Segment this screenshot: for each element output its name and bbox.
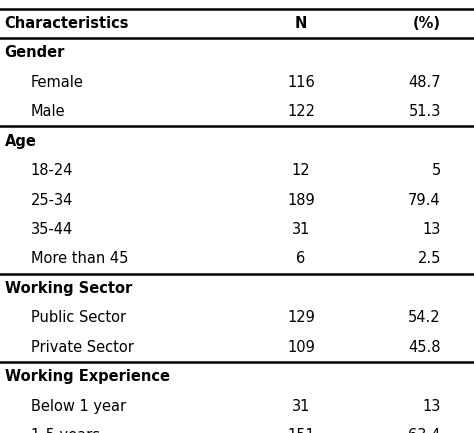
Text: Male: Male (31, 104, 65, 119)
Text: 31: 31 (292, 222, 310, 237)
Text: 18-24: 18-24 (31, 163, 73, 178)
Text: 31: 31 (292, 399, 310, 414)
Text: 12: 12 (292, 163, 310, 178)
Text: Public Sector: Public Sector (31, 310, 126, 325)
Text: 45.8: 45.8 (408, 340, 441, 355)
Text: 109: 109 (287, 340, 315, 355)
Text: Age: Age (5, 134, 36, 149)
Text: 2.5: 2.5 (418, 252, 441, 266)
Text: 5: 5 (431, 163, 441, 178)
Text: Private Sector: Private Sector (31, 340, 134, 355)
Text: 6: 6 (296, 252, 306, 266)
Text: 13: 13 (422, 222, 441, 237)
Text: Working Experience: Working Experience (5, 369, 170, 384)
Text: Gender: Gender (5, 45, 65, 60)
Text: (%): (%) (413, 16, 441, 31)
Text: 48.7: 48.7 (408, 75, 441, 90)
Text: 116: 116 (287, 75, 315, 90)
Text: Working Sector: Working Sector (5, 281, 132, 296)
Text: 122: 122 (287, 104, 315, 119)
Text: Characteristics: Characteristics (5, 16, 129, 31)
Text: 35-44: 35-44 (31, 222, 73, 237)
Text: 54.2: 54.2 (408, 310, 441, 325)
Text: 51.3: 51.3 (409, 104, 441, 119)
Text: 129: 129 (287, 310, 315, 325)
Text: 189: 189 (287, 193, 315, 207)
Text: 25-34: 25-34 (31, 193, 73, 207)
Text: Below 1 year: Below 1 year (31, 399, 126, 414)
Text: 79.4: 79.4 (408, 193, 441, 207)
Text: 151: 151 (287, 428, 315, 433)
Text: 1-5 years: 1-5 years (31, 428, 100, 433)
Text: Female: Female (31, 75, 84, 90)
Text: More than 45: More than 45 (31, 252, 128, 266)
Text: 13: 13 (422, 399, 441, 414)
Text: 63.4: 63.4 (409, 428, 441, 433)
Text: N: N (295, 16, 307, 31)
